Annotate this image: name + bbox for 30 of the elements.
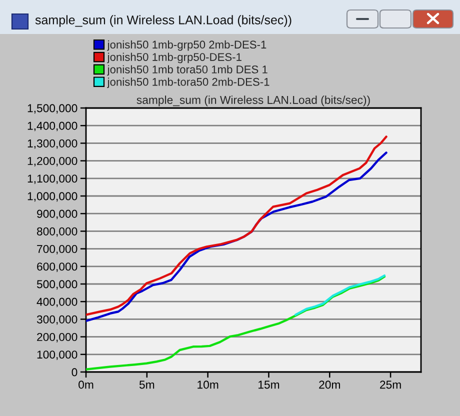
legend-label: jonish50 1mb-tora50 2mb-DES-1: [107, 78, 270, 88]
y-tick-label: 1,100,000: [28, 174, 78, 184]
y-tick-label: 1,300,000: [28, 139, 78, 149]
legend-label: jonish50 1mb-grp50 2mb-DES-1: [107, 40, 266, 51]
y-tick-label: 800,000: [37, 227, 78, 237]
y-tick-label: 1,500,000: [28, 104, 78, 114]
y-tick-label: 1,200,000: [28, 156, 78, 166]
chart-subtitle: sample_sum (in Wireless LAN.Load (bits/sec)): [136, 96, 370, 106]
x-tick-label: 0m: [78, 380, 94, 389]
y-tick-label: 1,400,000: [28, 122, 78, 132]
x-tick-label: 15m: [258, 380, 280, 389]
line-series: [294, 274, 386, 316]
y-tick-label: 300,000: [36, 315, 78, 325]
x-tick-label: 20m: [319, 380, 340, 389]
y-tick-label: 200,000: [37, 332, 78, 342]
y-tick-label: 100,000: [37, 350, 78, 360]
y-tick-label: 500,000: [36, 280, 78, 290]
y-tick-label: 0: [72, 368, 78, 376]
y-tick-label: 900,000: [37, 210, 78, 220]
legend-label: jonish50 1mb tora50 1mb DES 1: [107, 65, 268, 76]
y-tick-label: 400,000: [36, 298, 78, 308]
chart-title: sample_sum (in Wireless LAN.Load (bits/sec)): [35, 15, 292, 27]
x-tick-label: 25m: [380, 380, 401, 389]
y-tick-label: 700,000: [37, 244, 78, 254]
y-tick-label: 1,000,000: [28, 192, 78, 202]
y-tick-label: 600,000: [37, 262, 78, 272]
legend-label: jonish50 1mb-grp50-DES-1: [107, 52, 242, 64]
x-tick-label: 5m: [139, 380, 154, 389]
x-tick-label: 10m: [198, 380, 218, 389]
line-series: [86, 276, 386, 370]
